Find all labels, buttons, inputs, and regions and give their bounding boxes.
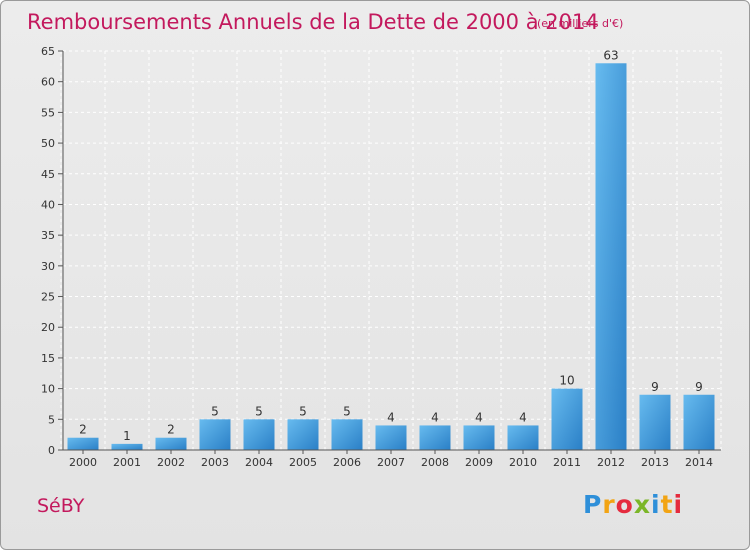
bar-value-label: 4 — [475, 410, 483, 424]
x-tick-label: 2003 — [201, 456, 229, 469]
bar[interactable] — [67, 437, 99, 450]
bar[interactable] — [419, 425, 451, 450]
x-tick-label: 2005 — [289, 456, 317, 469]
x-tick-label: 2010 — [509, 456, 537, 469]
x-tick-label: 2007 — [377, 456, 405, 469]
bar[interactable] — [155, 437, 187, 450]
bar-value-label: 63 — [603, 48, 618, 62]
y-tick-label: 0 — [48, 444, 55, 457]
bar[interactable] — [331, 419, 363, 450]
logo-letter: x — [633, 490, 651, 519]
x-tick-label: 2014 — [685, 456, 713, 469]
x-tick-label: 2013 — [641, 456, 669, 469]
bar-value-label: 5 — [343, 404, 351, 418]
bar[interactable] — [111, 443, 143, 450]
y-tick-label: 55 — [41, 106, 55, 119]
y-tick-label: 5 — [48, 413, 55, 426]
y-axis: 0 5 10 15 20 25 30 35 40 45 50 55 60 65 — [41, 45, 64, 457]
bar-value-label: 2 — [167, 423, 175, 437]
logo-letter: o — [615, 490, 634, 519]
bar[interactable] — [507, 425, 539, 450]
x-tick-label: 2001 — [113, 456, 141, 469]
y-tick-label: 60 — [41, 76, 55, 89]
bar[interactable] — [243, 419, 275, 450]
bar-value-label: 2 — [79, 423, 87, 437]
y-tick-label: 20 — [41, 321, 55, 334]
x-tick-label: 2006 — [333, 456, 361, 469]
bar-value-label: 4 — [387, 410, 395, 424]
proxiti-logo[interactable]: Proxiti — [583, 490, 683, 519]
bar[interactable] — [287, 419, 319, 450]
y-tick-label: 15 — [41, 352, 55, 365]
bar-value-label: 5 — [211, 404, 219, 418]
x-tick-label: 2011 — [553, 456, 581, 469]
x-tick-label: 2008 — [421, 456, 449, 469]
bar[interactable] — [595, 63, 627, 451]
bar-value-label: 10 — [559, 374, 574, 388]
y-tick-label: 30 — [41, 260, 55, 273]
x-tick-label: 2012 — [597, 456, 625, 469]
logo-letter: P — [583, 490, 603, 519]
bars: 2 1 2 5 5 5 5 4 4 4 4 10 63 9 9 — [67, 48, 715, 451]
logo-letter: t — [660, 490, 674, 519]
y-tick-label: 65 — [41, 45, 55, 58]
y-tick-label: 10 — [41, 383, 55, 396]
bar[interactable] — [375, 425, 407, 450]
x-tick-label: 2004 — [245, 456, 273, 469]
bar[interactable] — [551, 388, 583, 450]
y-tick-label: 45 — [41, 168, 55, 181]
y-tick-label: 50 — [41, 137, 55, 150]
logo-letter: r — [602, 490, 616, 519]
bar-value-label: 9 — [651, 380, 659, 394]
logo-letter: i — [651, 490, 661, 519]
x-tick-label: 2002 — [157, 456, 185, 469]
bar-value-label: 5 — [299, 404, 307, 418]
chart-unit: (en milliers d'€) — [537, 17, 624, 30]
chart-title: Remboursements Annuels de la Dette de 20… — [27, 10, 599, 34]
x-axis: 2000 2001 2002 2003 2004 2005 2006 2007 2008 2009… — [63, 449, 721, 469]
bar[interactable] — [639, 394, 671, 450]
y-tick-label: 35 — [41, 229, 55, 242]
bar[interactable] — [463, 425, 495, 450]
y-tick-label: 40 — [41, 198, 55, 211]
bar-value-label: 4 — [431, 410, 439, 424]
x-tick-label: 2009 — [465, 456, 493, 469]
bar[interactable] — [683, 394, 715, 450]
x-tick-label: 2000 — [69, 456, 97, 469]
y-tick-label: 25 — [41, 291, 55, 304]
bar-value-label: 4 — [519, 410, 527, 424]
commune-name: SéBY — [37, 495, 85, 517]
bar[interactable] — [199, 419, 231, 450]
bar-value-label: 1 — [123, 429, 131, 443]
bar-value-label: 9 — [695, 380, 703, 394]
logo-letter: i — [673, 490, 684, 519]
bar-value-label: 5 — [255, 404, 263, 418]
